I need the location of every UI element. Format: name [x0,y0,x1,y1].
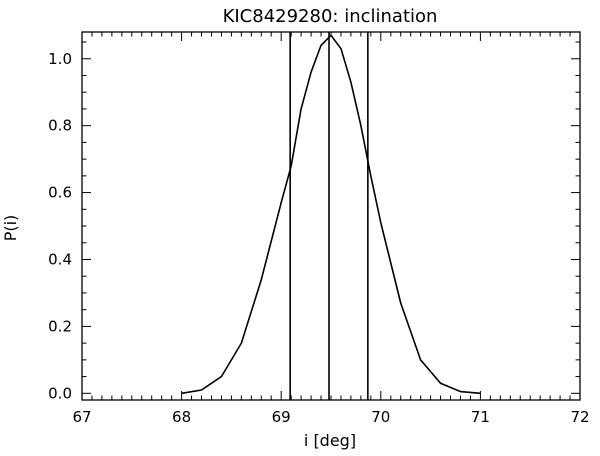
y-tick-label: 0.0 [48,384,72,402]
plot-content [181,32,481,400]
y-tick-label: 0.4 [48,250,72,268]
x-axis-label: i [deg] [304,431,356,450]
x-tick-label: 71 [471,408,490,426]
distribution-curve [181,34,481,395]
y-tick-label: 0.2 [48,317,72,335]
x-tick-label: 70 [371,408,390,426]
y-axis-label: P(i) [1,215,20,242]
x-tick-label: 68 [172,408,191,426]
y-tick-label: 0.6 [48,184,72,202]
chart-title: KIC8429280: inclination [223,6,438,27]
plot-frame [81,31,581,401]
y-tick-label: 0.8 [48,117,72,135]
ticks: 67 68 69 70 71 72 0.0 0.2 0.4 0.6 0.8 1.0 [48,32,590,426]
y-tick-label: 1.0 [48,50,72,68]
x-tick-label: 69 [272,408,291,426]
x-tick-label: 67 [72,408,91,426]
x-tick-label: 72 [570,408,589,426]
